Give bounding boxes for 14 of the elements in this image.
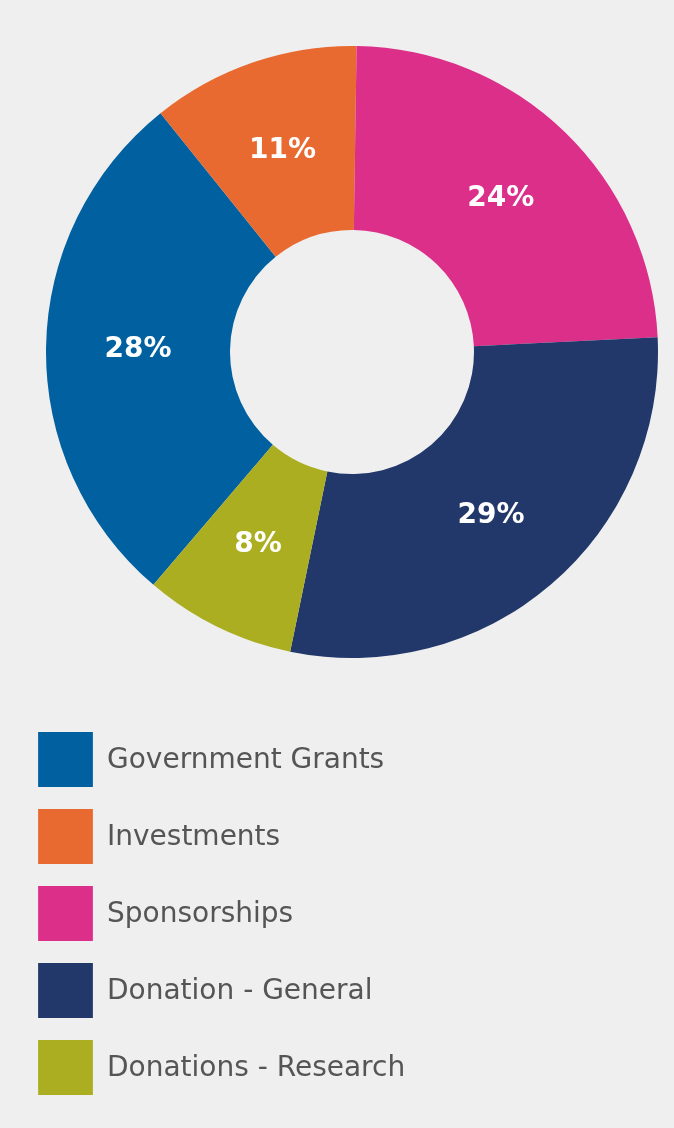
legend-label: Investments bbox=[107, 818, 281, 852]
donut-slice bbox=[160, 46, 357, 257]
donut-slice bbox=[353, 46, 658, 347]
data-label: 29% bbox=[457, 496, 525, 530]
data-label: 24% bbox=[467, 180, 535, 214]
donut-slice bbox=[153, 444, 328, 652]
donut-slice bbox=[290, 337, 658, 658]
data-label: 11% bbox=[249, 131, 317, 165]
legend-label: Sponsorships bbox=[107, 895, 294, 929]
legend-label: Government Grants bbox=[107, 741, 385, 775]
data-label: 8% bbox=[234, 526, 282, 560]
data-label: 28% bbox=[104, 330, 172, 364]
legend-label: Donation - General bbox=[107, 972, 373, 1006]
legend-label: Donations - Research bbox=[107, 1049, 406, 1083]
